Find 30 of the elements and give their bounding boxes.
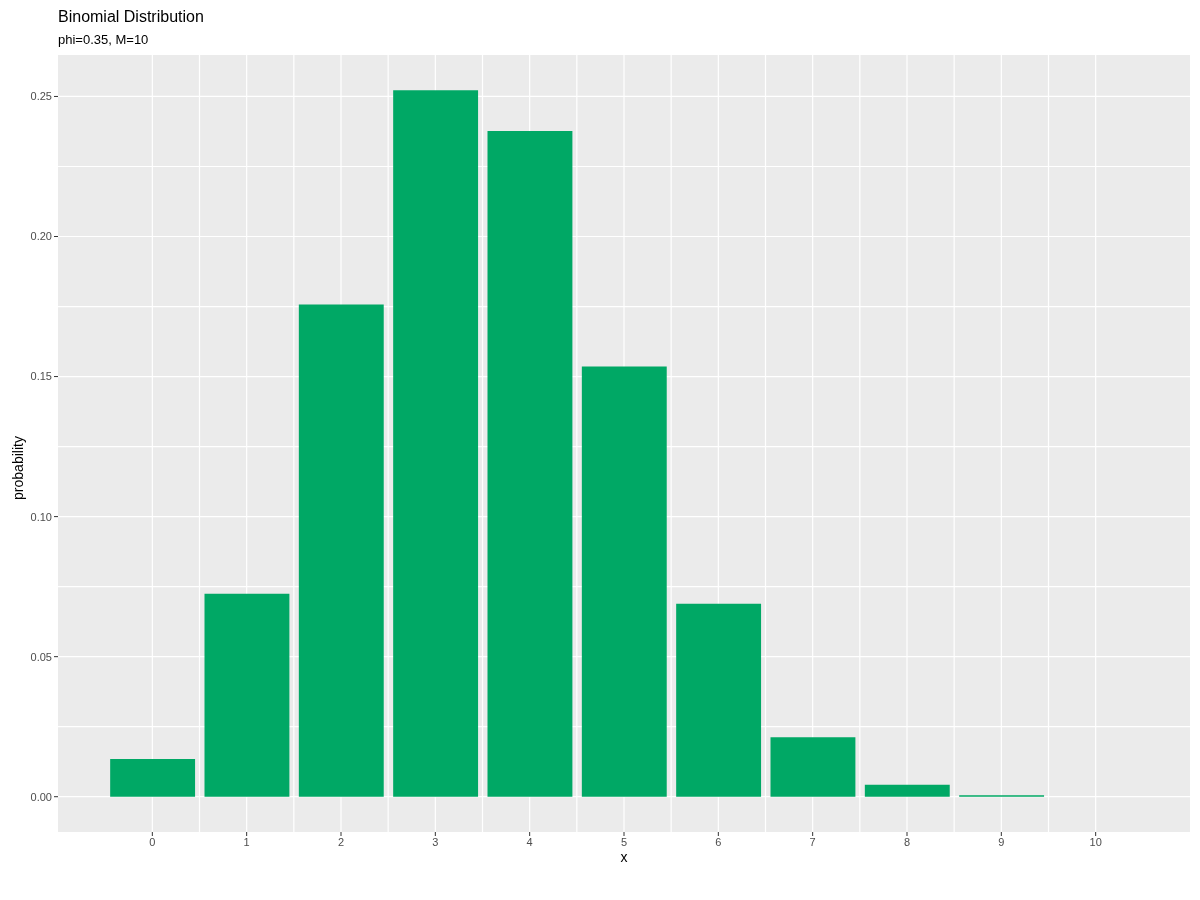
- y-tick-label: 0.00: [30, 790, 52, 803]
- x-tick-label: 5: [620, 835, 628, 848]
- bar: [110, 758, 196, 797]
- x-tick-label: 10: [1089, 835, 1102, 848]
- y-tick-label: 0.05: [30, 650, 52, 663]
- chart-title: Binomial Distribution: [58, 8, 204, 26]
- x-tick-label: 4: [526, 835, 533, 848]
- x-tick-label: 0: [149, 835, 156, 848]
- bar: [487, 130, 573, 797]
- bar: [581, 366, 667, 797]
- x-tick-label: 7: [809, 835, 816, 848]
- y-tick-label: 0.20: [30, 230, 52, 243]
- x-tick-label: 9: [998, 835, 1005, 848]
- bar: [393, 90, 479, 797]
- bar: [298, 304, 384, 797]
- x-tick-label: 2: [337, 835, 345, 848]
- x-tick-label: 3: [432, 835, 439, 848]
- bar: [864, 784, 950, 797]
- y-tick-label: 0.10: [30, 510, 52, 523]
- x-axis-title: x: [620, 849, 628, 865]
- chart-subtitle: phi=0.35, M=10: [58, 32, 149, 47]
- bar: [204, 593, 290, 797]
- y-tick-label: 0.25: [30, 90, 52, 103]
- x-tick-label: 8: [903, 835, 911, 848]
- x-tick-label: 6: [715, 835, 722, 848]
- x-tick-label: 1: [243, 835, 250, 848]
- y-tick-label: 0.15: [30, 370, 52, 383]
- y-axis-title: probability: [10, 436, 27, 500]
- bar: [770, 737, 856, 797]
- bar: [676, 603, 762, 797]
